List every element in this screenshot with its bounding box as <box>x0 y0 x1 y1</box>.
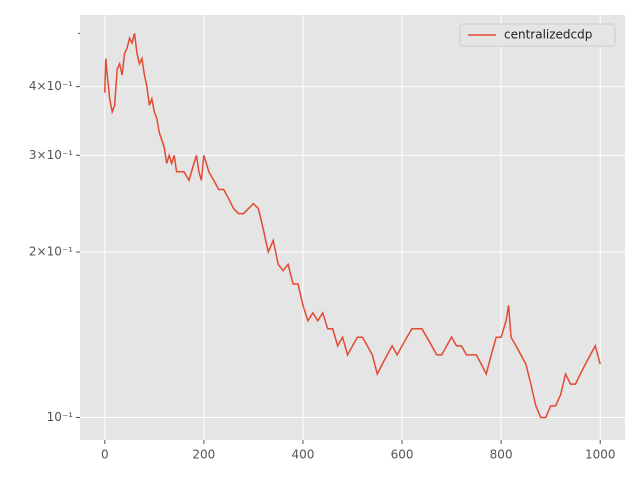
x-tick-label: 800 <box>490 448 513 462</box>
y-tick-label: 10⁻¹ <box>47 410 74 424</box>
x-tick-label: 1000 <box>585 448 616 462</box>
legend-label: centralizedcdp <box>504 28 592 42</box>
y-tick-label: 4×10⁻¹ <box>29 79 73 93</box>
data-line <box>104 33 601 419</box>
plot-area <box>80 15 625 440</box>
x-tick-label: 0 <box>101 448 109 462</box>
legend-box <box>459 23 616 47</box>
y-tick-label: 2×10⁻¹ <box>29 245 73 259</box>
y-tick-label: 3×10⁻¹ <box>29 148 73 162</box>
x-tick-label: 400 <box>292 448 315 462</box>
x-tick-label: 600 <box>391 448 414 462</box>
x-tick-label: 200 <box>192 448 215 462</box>
